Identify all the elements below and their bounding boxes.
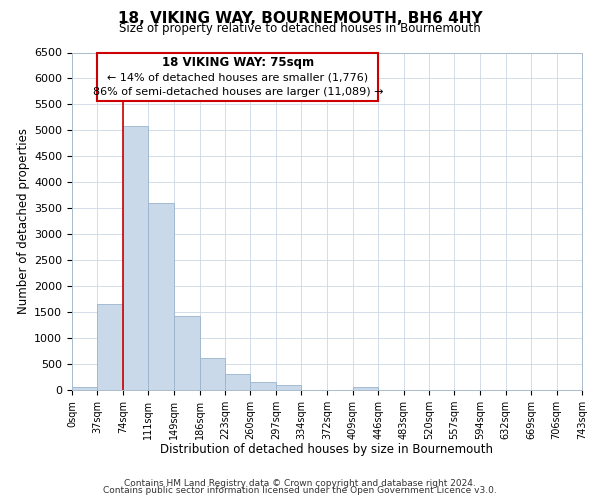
Text: 18 VIKING WAY: 75sqm: 18 VIKING WAY: 75sqm — [162, 56, 314, 69]
Text: 86% of semi-detached houses are larger (11,089) →: 86% of semi-detached houses are larger (… — [92, 87, 383, 97]
FancyBboxPatch shape — [97, 52, 378, 101]
Bar — [225, 374, 250, 390]
X-axis label: Distribution of detached houses by size in Bournemouth: Distribution of detached houses by size … — [161, 444, 493, 456]
Bar — [200, 358, 225, 390]
Bar — [97, 304, 123, 390]
Text: 18, VIKING WAY, BOURNEMOUTH, BH6 4HY: 18, VIKING WAY, BOURNEMOUTH, BH6 4HY — [118, 11, 482, 26]
Bar — [276, 386, 301, 390]
Bar — [72, 388, 97, 390]
Bar — [353, 388, 378, 390]
Bar — [148, 203, 174, 390]
Bar — [123, 126, 148, 390]
Bar — [174, 316, 200, 390]
Text: Size of property relative to detached houses in Bournemouth: Size of property relative to detached ho… — [119, 22, 481, 35]
Bar — [250, 382, 276, 390]
Text: Contains public sector information licensed under the Open Government Licence v3: Contains public sector information licen… — [103, 486, 497, 495]
Y-axis label: Number of detached properties: Number of detached properties — [17, 128, 30, 314]
Text: ← 14% of detached houses are smaller (1,776): ← 14% of detached houses are smaller (1,… — [107, 72, 368, 82]
Text: Contains HM Land Registry data © Crown copyright and database right 2024.: Contains HM Land Registry data © Crown c… — [124, 478, 476, 488]
